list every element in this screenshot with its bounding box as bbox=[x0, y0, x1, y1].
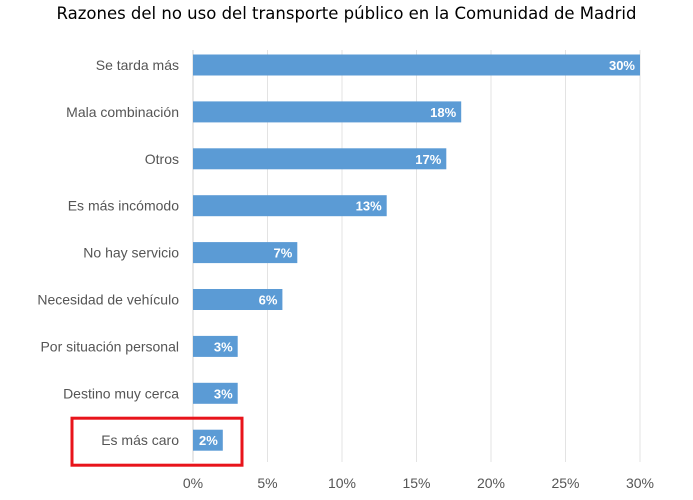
highlight-box bbox=[70, 416, 244, 467]
chart-title: Razones del no uso del transporte públic… bbox=[56, 4, 637, 23]
data-label: 17% bbox=[415, 152, 441, 167]
data-label: 3% bbox=[214, 386, 233, 401]
data-label: 2% bbox=[199, 433, 218, 448]
category-label: Es más incómodo bbox=[68, 198, 179, 214]
data-label: 30% bbox=[609, 58, 635, 73]
data-label: 3% bbox=[214, 339, 233, 354]
x-tick-label: 5% bbox=[257, 475, 277, 491]
x-tick-label: 30% bbox=[626, 475, 654, 491]
x-tick-label: 20% bbox=[477, 475, 505, 491]
bar bbox=[193, 289, 283, 310]
category-label: Se tarda más bbox=[96, 57, 179, 73]
category-label: Otros bbox=[145, 151, 179, 167]
bar bbox=[193, 242, 298, 264]
category-label: Necesidad de vehículo bbox=[37, 292, 179, 308]
category-label: No hay servicio bbox=[83, 245, 179, 261]
bar bbox=[193, 429, 223, 451]
bar bbox=[193, 148, 447, 170]
data-label: 18% bbox=[430, 105, 456, 120]
bar bbox=[193, 101, 462, 123]
category-label: Destino muy cerca bbox=[63, 385, 179, 401]
x-tick-label: 0% bbox=[183, 475, 203, 491]
bar bbox=[193, 195, 387, 217]
x-tick-label: 15% bbox=[402, 475, 430, 491]
data-label: 7% bbox=[274, 246, 293, 261]
bar bbox=[193, 382, 238, 404]
category-label: Es más caro bbox=[101, 432, 179, 448]
data-label: 6% bbox=[259, 293, 278, 308]
category-label: Por situación personal bbox=[40, 338, 179, 354]
data-label: 13% bbox=[356, 199, 382, 214]
category-label: Mala combinación bbox=[66, 104, 179, 120]
bar bbox=[193, 335, 238, 357]
x-tick-label: 10% bbox=[328, 475, 356, 491]
x-tick-label: 25% bbox=[551, 475, 579, 491]
bar bbox=[193, 54, 640, 76]
